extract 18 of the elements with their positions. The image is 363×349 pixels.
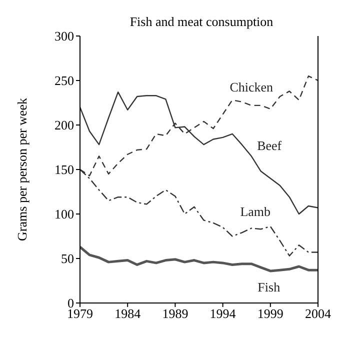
y-tick-label: 200 — [54, 118, 74, 133]
x-tick-label: 2004 — [305, 306, 332, 322]
x-tick-label: 1984 — [114, 306, 142, 322]
chart-title: Fish and meat consumption — [128, 14, 274, 30]
y-tick-label: 50 — [61, 251, 74, 266]
x-tick-label: 1994 — [210, 306, 236, 322]
y-axis-title: Grams per person per week — [14, 98, 30, 241]
series-label: Chicken — [230, 79, 274, 94]
x-tick-label: 1999 — [257, 306, 284, 322]
line-series — [80, 246, 318, 272]
y-tick-label: 100 — [54, 206, 74, 222]
x-tick-label: 1989 — [162, 306, 188, 322]
y-tick-label: 300 — [54, 28, 74, 44]
series-label: Beef — [257, 138, 282, 154]
series-label: Fish — [258, 279, 281, 294]
y-tick-label: 150 — [54, 162, 74, 178]
series-label: Lamb — [240, 204, 271, 220]
y-tick-label: 250 — [54, 73, 74, 88]
